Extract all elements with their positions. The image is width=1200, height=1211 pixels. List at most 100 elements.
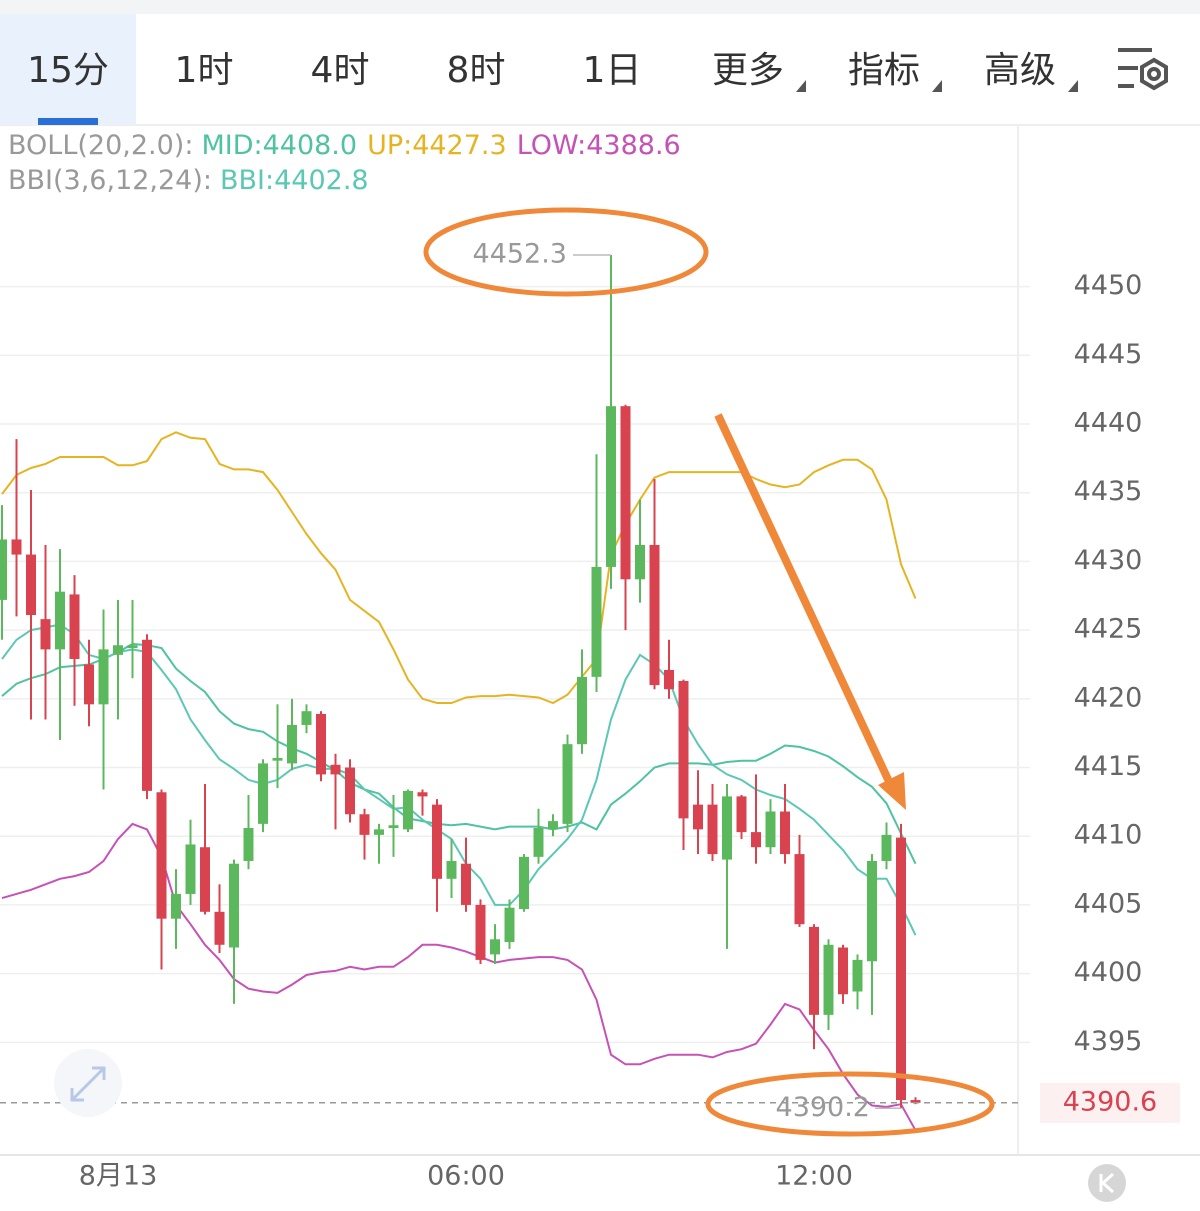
candle-body [0,539,7,600]
highlight-ellipse [423,207,709,297]
arrow-head [878,772,906,810]
candle-body [504,907,515,943]
candle-body [200,847,210,912]
candle-body [403,790,413,830]
candle-body [591,566,602,677]
candle-body [287,724,297,764]
last-price-bg [1040,1082,1180,1123]
expand-button[interactable] [54,1049,122,1117]
settings-icon[interactable] [1118,48,1168,91]
y-tick-label: 4410 [1074,820,1143,851]
candle-body [214,911,225,945]
candle-body [475,904,486,960]
candle-body [11,539,22,555]
candle-body [432,804,442,879]
trend-arrow [714,413,896,790]
y-tick-label: 4440 [1074,408,1143,439]
candle-body [127,645,138,648]
candle-body [301,711,312,725]
candle-body [272,757,283,761]
dropdown-marker [932,80,942,92]
tab[interactable]: 4时 [311,50,370,91]
legend-row: BBI(3,6,12,24): BBI:4402.8 [8,165,369,196]
candle-body [780,811,790,855]
candle-body [852,959,863,992]
candle-body [910,1100,921,1103]
plot-area: 4395 4400 4405 4410 4415 4420 4425 4430 4435 4440… [0,239,1180,1192]
x-tick-label: 8月13 [79,1161,158,1192]
y-tick-label: 4400 [1074,957,1143,988]
candle-body [620,406,631,580]
legend-entry: BBI:4402.8 [220,165,369,196]
tab[interactable]: 高级 [984,50,1056,91]
candle-body [838,947,848,995]
tab-highlight [0,14,136,125]
candle-body [258,763,268,824]
y-tick-label: 4445 [1074,339,1143,370]
candle-body [809,926,819,1015]
candle-body [765,811,776,848]
candle-body [417,792,428,797]
tab[interactable]: 15分 [27,50,109,91]
candle-body [562,744,573,824]
last-price-label: 4390.6 [1063,1086,1157,1117]
candle-body [722,796,732,860]
dropdown-marker [1068,80,1078,92]
candle-body [142,639,152,791]
tab[interactable]: 8时 [447,50,506,91]
candle-body [26,554,36,616]
dropdown-marker [796,80,806,92]
y-tick-label: 4420 [1074,682,1143,713]
candle-body [678,680,689,819]
tab[interactable]: 指标 [848,50,920,91]
indicator-line [1,822,917,1131]
k-button[interactable] [1088,1164,1126,1202]
tab[interactable]: 更多 [712,50,784,91]
min-label: 4390.2 [776,1092,870,1123]
candle-body [345,767,355,815]
candle-body [243,827,254,861]
candle-body [84,664,94,705]
candle-body [113,645,123,655]
candle-body [98,649,109,705]
candle-body [359,814,370,835]
annotations [423,207,995,1137]
candle-body [461,863,471,905]
candle-body [693,804,703,830]
y-tick-label: 4405 [1074,888,1143,919]
candle-body [446,860,457,879]
candle-body [664,669,674,690]
candle-body [707,804,718,855]
candle-body [388,825,399,828]
indicator-line [1,642,917,865]
status-strip [0,0,1200,14]
candle-body [185,844,196,894]
y-tick-label: 4425 [1074,614,1143,645]
tab-group: 15分 1时 4时 8时 1日 更多 指标 高级 [0,14,1078,125]
candle-body [156,792,167,919]
candle-body [229,863,239,948]
candle-body [577,676,587,745]
y-tick-label: 4415 [1074,751,1143,782]
candle-body [548,821,558,830]
y-tick-label: 4430 [1074,545,1143,576]
candle-body [533,827,544,857]
indicator-line [1,623,917,936]
indicator-line [1,431,917,705]
candle-body [635,544,645,580]
candle-body [69,594,80,659]
candle-body [751,832,761,848]
tab-underline [38,118,98,125]
tab[interactable]: 1时 [175,50,234,91]
legend-entry: LOW:4388.6 [517,130,681,161]
y-tick-label: 4435 [1074,476,1143,507]
candle-body [490,939,500,955]
candle-body [823,944,834,1015]
candle-body [606,406,616,567]
toolbar [0,14,1200,125]
legend-entry: MID:4408.0 [201,130,357,161]
tab[interactable]: 1日 [583,50,642,91]
x-tick-label: 06:00 [427,1161,505,1192]
legend-group-label: BOLL(20,2.0): [8,130,193,161]
candle-body [171,893,181,919]
